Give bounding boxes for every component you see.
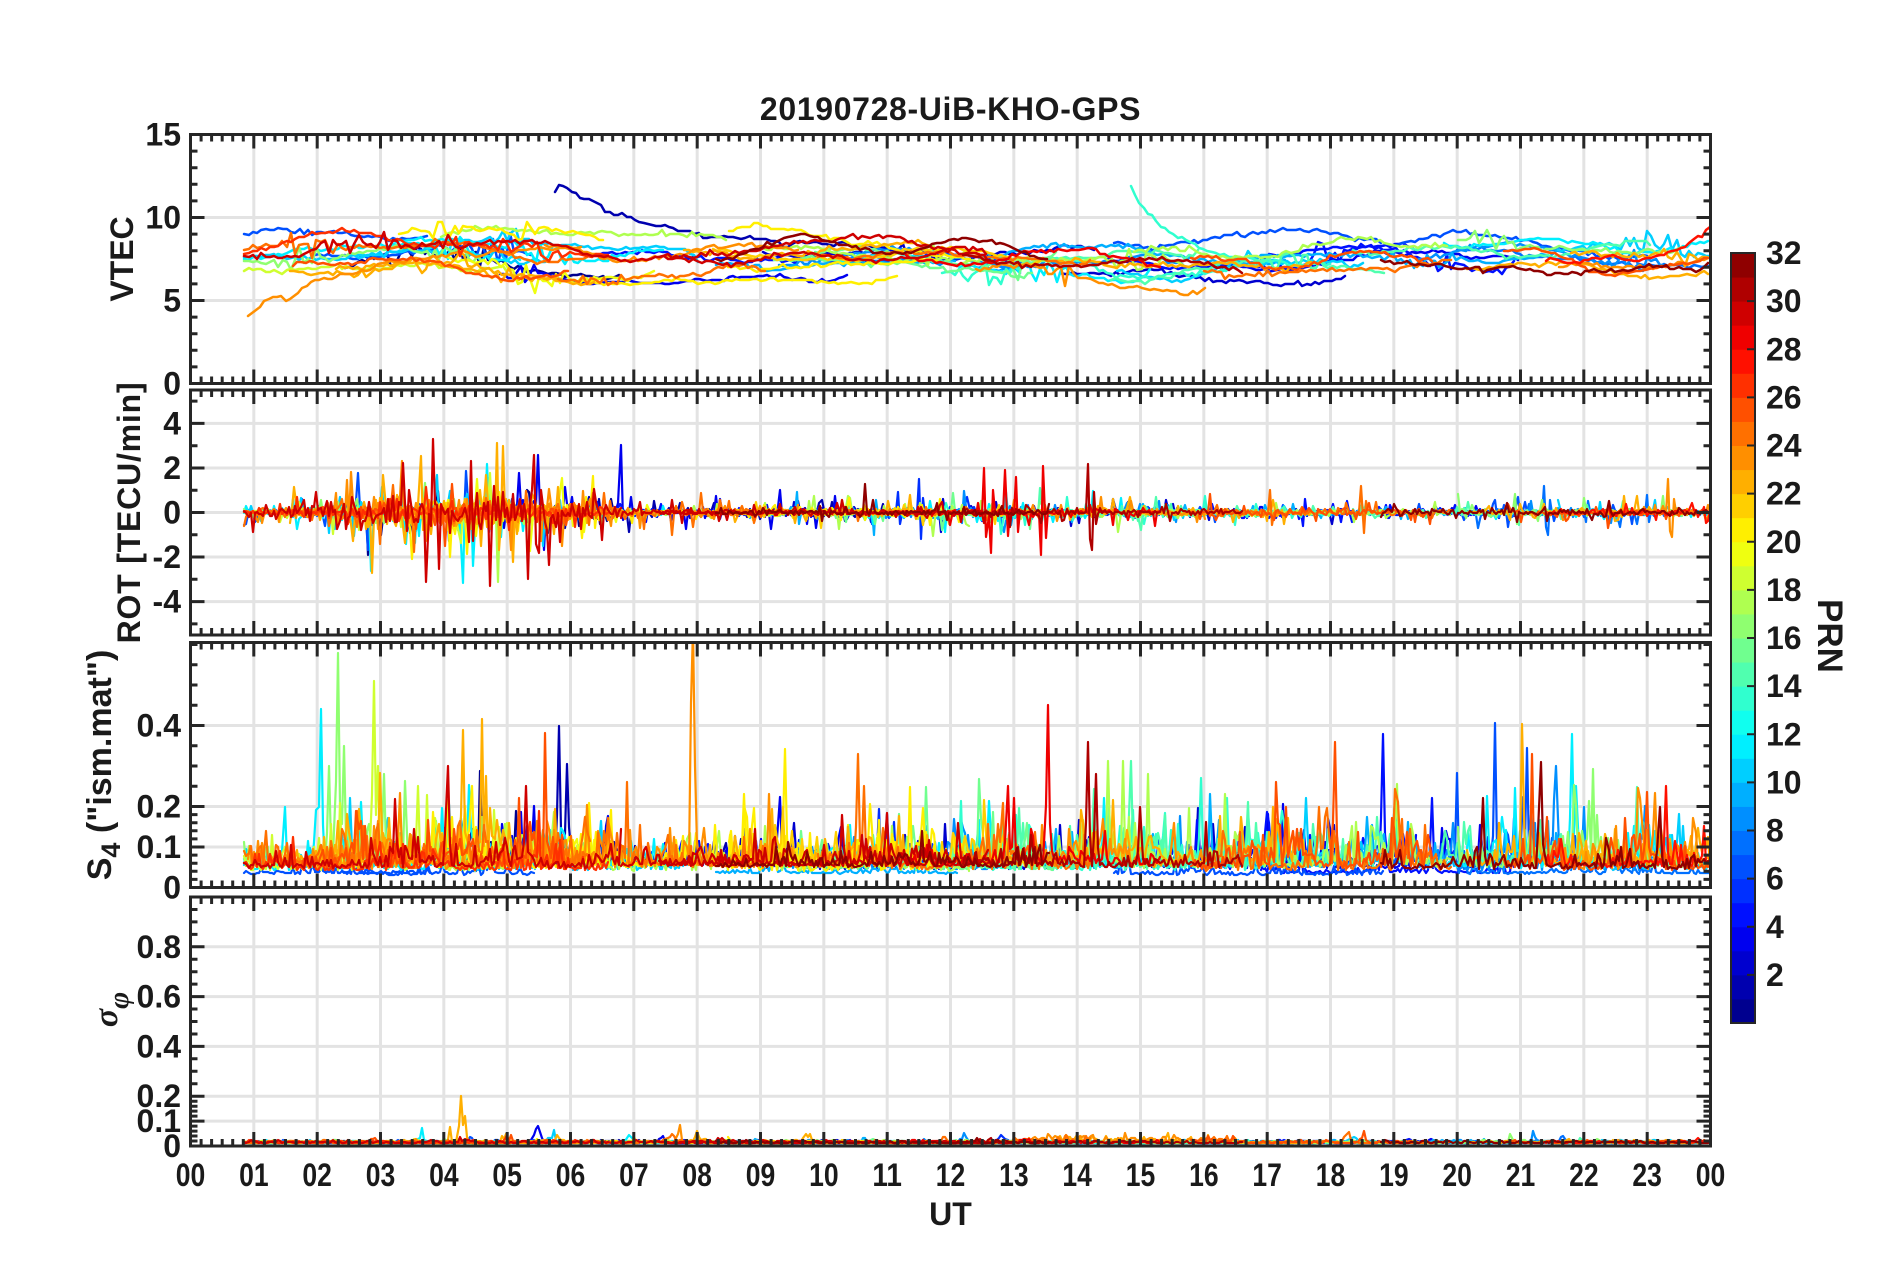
svg-text:2: 2 bbox=[163, 450, 181, 486]
svg-text:20: 20 bbox=[1442, 1157, 1472, 1193]
svg-text:ROT [TECU/min]: ROT [TECU/min] bbox=[111, 382, 147, 644]
svg-text:00: 00 bbox=[1696, 1157, 1726, 1193]
svg-text:S4 ("ism.mat"): S4 ("ism.mat") bbox=[81, 650, 126, 881]
svg-text:11: 11 bbox=[872, 1157, 902, 1193]
svg-text:07: 07 bbox=[619, 1157, 649, 1193]
svg-text:0.4: 0.4 bbox=[137, 708, 182, 744]
svg-text:10: 10 bbox=[809, 1157, 839, 1193]
svg-text:18: 18 bbox=[1766, 572, 1802, 608]
svg-text:4: 4 bbox=[163, 405, 181, 441]
svg-text:18: 18 bbox=[1316, 1157, 1346, 1193]
svg-text:30: 30 bbox=[1766, 283, 1802, 319]
svg-text:0.1: 0.1 bbox=[137, 829, 181, 865]
svg-text:0.4: 0.4 bbox=[137, 1028, 182, 1064]
svg-text:06: 06 bbox=[556, 1157, 586, 1193]
svg-text:4: 4 bbox=[1766, 909, 1784, 945]
svg-text:13: 13 bbox=[999, 1157, 1029, 1193]
svg-text:22: 22 bbox=[1569, 1157, 1599, 1193]
svg-text:09: 09 bbox=[746, 1157, 776, 1193]
svg-text:04: 04 bbox=[429, 1157, 459, 1193]
svg-text:20: 20 bbox=[1766, 524, 1802, 560]
svg-text:22: 22 bbox=[1766, 476, 1802, 512]
svg-text:-4: -4 bbox=[153, 584, 182, 620]
svg-text:26: 26 bbox=[1766, 379, 1802, 415]
svg-text:05: 05 bbox=[492, 1157, 522, 1193]
svg-text:19: 19 bbox=[1379, 1157, 1409, 1193]
svg-text:0: 0 bbox=[163, 1128, 181, 1164]
svg-text:15: 15 bbox=[145, 117, 181, 153]
svg-text:16: 16 bbox=[1766, 620, 1802, 656]
svg-text:12: 12 bbox=[936, 1157, 966, 1193]
svg-text:VTEC: VTEC bbox=[104, 216, 140, 301]
svg-text:0.2: 0.2 bbox=[137, 789, 181, 825]
svg-text:UT: UT bbox=[929, 1196, 972, 1232]
svg-text:10: 10 bbox=[1766, 764, 1802, 800]
svg-text:17: 17 bbox=[1252, 1157, 1282, 1193]
svg-text:24: 24 bbox=[1766, 428, 1802, 464]
svg-text:10: 10 bbox=[145, 200, 181, 236]
svg-text:PRN: PRN bbox=[1810, 599, 1849, 673]
svg-text:0: 0 bbox=[163, 870, 181, 906]
svg-text:14: 14 bbox=[1766, 668, 1802, 704]
svg-text:08: 08 bbox=[682, 1157, 712, 1193]
svg-text:2: 2 bbox=[1766, 957, 1784, 993]
svg-text:0.8: 0.8 bbox=[137, 929, 181, 965]
svg-text:5: 5 bbox=[163, 283, 181, 319]
svg-text:28: 28 bbox=[1766, 331, 1802, 367]
svg-text:6: 6 bbox=[1766, 861, 1784, 897]
svg-text:σφ: σφ bbox=[88, 992, 135, 1027]
svg-text:15: 15 bbox=[1126, 1157, 1156, 1193]
svg-text:23: 23 bbox=[1632, 1157, 1662, 1193]
svg-text:8: 8 bbox=[1766, 813, 1784, 849]
svg-text:00: 00 bbox=[176, 1157, 206, 1193]
svg-text:20190728-UiB-KHO-GPS: 20190728-UiB-KHO-GPS bbox=[760, 91, 1141, 127]
svg-text:02: 02 bbox=[302, 1157, 332, 1193]
svg-text:03: 03 bbox=[366, 1157, 396, 1193]
svg-text:0: 0 bbox=[163, 495, 181, 531]
svg-text:0: 0 bbox=[163, 366, 181, 402]
svg-text:21: 21 bbox=[1506, 1157, 1536, 1193]
svg-text:-2: -2 bbox=[153, 539, 181, 575]
svg-text:01: 01 bbox=[239, 1157, 269, 1193]
svg-text:12: 12 bbox=[1766, 716, 1802, 752]
svg-text:0.6: 0.6 bbox=[137, 979, 181, 1015]
svg-text:0.1: 0.1 bbox=[137, 1103, 181, 1139]
svg-text:14: 14 bbox=[1062, 1157, 1092, 1193]
svg-text:0.2: 0.2 bbox=[137, 1078, 181, 1114]
svg-text:16: 16 bbox=[1189, 1157, 1219, 1193]
svg-text:32: 32 bbox=[1766, 235, 1802, 271]
